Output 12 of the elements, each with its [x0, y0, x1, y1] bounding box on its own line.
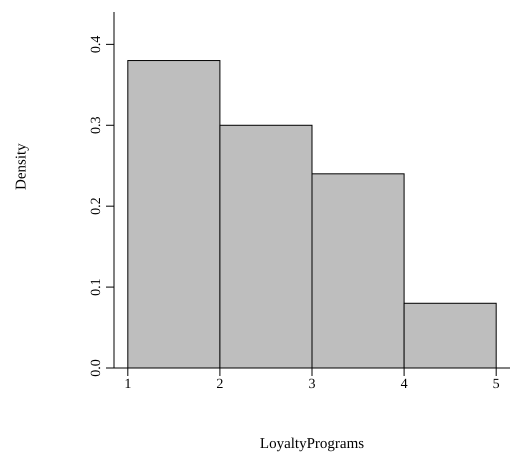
x-tick-label: 2 — [216, 376, 224, 392]
y-tick-label: 0.0 — [89, 359, 104, 377]
y-tick-label: 0.1 — [89, 278, 104, 296]
y-tick-label: 0.2 — [89, 197, 104, 215]
y-axis-title: Density — [13, 142, 30, 190]
x-tick-label: 4 — [400, 376, 408, 392]
y-tick-label: 0.3 — [89, 116, 104, 134]
x-tick-label: 1 — [124, 376, 132, 392]
x-tick-label: 3 — [308, 376, 316, 392]
x-axis-title: LoyaltyPrograms — [260, 436, 364, 452]
y-tick-label: 0.4 — [89, 36, 104, 54]
x-tick-label: 5 — [492, 376, 500, 392]
